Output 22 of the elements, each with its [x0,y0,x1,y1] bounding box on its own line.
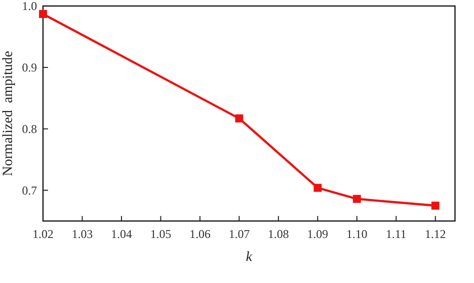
x-tick-label: 1.10 [346,227,368,241]
point [352,194,361,203]
x-tick-label: 1.08 [268,227,289,241]
y-axis-title: Normalized ampitude [1,50,16,176]
x-axis-title: k [246,250,253,265]
x-tick-label: 1.03 [72,227,93,241]
x-tick-label: 1.05 [150,227,172,241]
x-tick-label: 1.11 [386,227,406,241]
x-tick-label: 1.02 [32,227,54,241]
point [235,114,244,122]
x-tick-label: 1.07 [228,227,250,241]
y-tick-label: 0.8 [22,122,37,136]
x-tick-label: 1.06 [189,227,210,241]
x-tick-label: 1.12 [424,227,446,241]
y-tick-label: 0.7 [22,183,37,198]
x-tick-label: 1.09 [307,227,328,241]
point [39,10,47,18]
x-tick-label: 1.04 [110,227,132,241]
y-tick-label: 1.0 [22,0,37,13]
y-tick-label: 0.9 [22,60,37,74]
point [431,202,440,210]
point [314,184,322,192]
